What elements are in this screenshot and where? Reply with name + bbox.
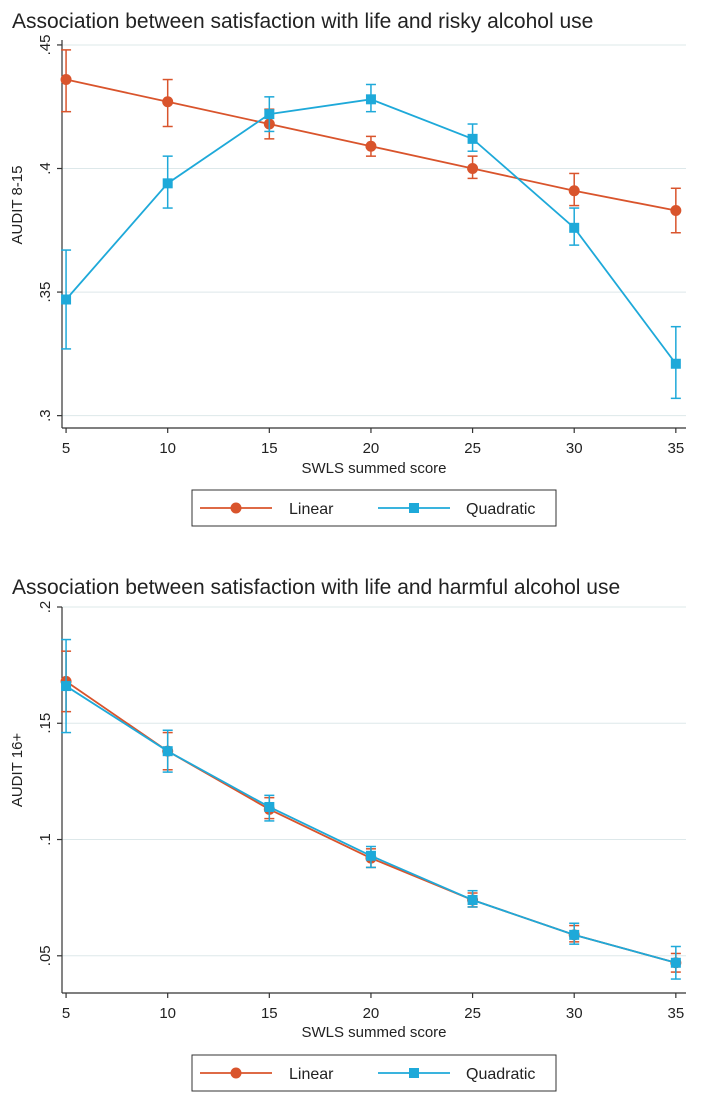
chart-risky-alcohol-use: Association between satisfaction with li… xyxy=(9,10,686,527)
data-point xyxy=(60,74,72,86)
data-point xyxy=(162,96,174,108)
legend-label-quadratic: Quadratic xyxy=(466,501,535,518)
y-axis-label: AUDIT 16+ xyxy=(9,733,26,808)
x-axis-label: SWLS summed score xyxy=(301,1024,446,1041)
data-point xyxy=(162,178,173,189)
data-point xyxy=(365,94,376,105)
series-linear xyxy=(60,650,682,973)
data-point xyxy=(61,294,72,305)
x-tick-label: 30 xyxy=(566,1005,583,1022)
x-tick-labels: 5 10 15 20 25 30 35 xyxy=(62,440,684,457)
series-line xyxy=(65,685,677,964)
x-axis-label: SWLS summed score xyxy=(301,460,446,477)
data-point xyxy=(365,850,376,861)
axes xyxy=(57,606,686,998)
data-point xyxy=(162,746,173,757)
y-tick-label: .3 xyxy=(37,409,54,422)
series-quadratic xyxy=(61,638,681,980)
chart-title: Association between satisfaction with li… xyxy=(12,576,620,599)
chart-title: Association between satisfaction with li… xyxy=(12,10,593,33)
y-tick-label: .15 xyxy=(37,713,54,734)
data-point xyxy=(61,681,72,692)
x-tick-label: 25 xyxy=(464,1005,481,1022)
series-quadratic xyxy=(61,83,681,400)
x-tick-label: 35 xyxy=(667,440,684,457)
y-tick-label: .35 xyxy=(37,282,54,303)
x-tick-label: 5 xyxy=(62,440,70,457)
x-tick-label: 35 xyxy=(667,1005,684,1022)
data-point xyxy=(264,109,275,120)
legend-label-quadratic: Quadratic xyxy=(466,1066,535,1083)
data-point xyxy=(467,133,478,144)
series-group xyxy=(60,49,682,400)
y-tick-label: .1 xyxy=(37,833,54,846)
legend: Linear Quadratic xyxy=(191,489,557,527)
data-point xyxy=(467,163,479,175)
data-point xyxy=(568,185,580,197)
data-point xyxy=(569,929,580,940)
legend-label-linear: Linear xyxy=(289,1066,334,1083)
data-point xyxy=(467,894,478,905)
x-tick-label: 25 xyxy=(464,440,481,457)
x-tick-label: 20 xyxy=(363,440,380,457)
y-tick-label: .45 xyxy=(37,35,54,56)
legend-label-linear: Linear xyxy=(289,501,334,518)
x-tick-label: 10 xyxy=(159,1005,176,1022)
chart-harmful-alcohol-use: Association between satisfaction with li… xyxy=(9,576,686,1092)
y-tick-label: .4 xyxy=(37,162,54,175)
series-linear xyxy=(60,49,682,234)
x-tick-label: 15 xyxy=(261,440,278,457)
legend-marker-linear xyxy=(230,1067,242,1079)
x-tick-label: 15 xyxy=(261,1005,278,1022)
y-tick-label: .05 xyxy=(37,945,54,966)
data-point xyxy=(569,222,580,233)
legend: Linear Quadratic xyxy=(191,1054,557,1092)
x-tick-labels: 5 10 15 20 25 30 35 xyxy=(62,1005,684,1022)
y-axis-label: AUDIT 8-15 xyxy=(9,166,26,245)
axes xyxy=(57,40,686,433)
legend-marker-quadratic xyxy=(409,1068,419,1078)
series-group xyxy=(60,638,682,980)
x-tick-label: 20 xyxy=(363,1005,380,1022)
x-tick-label: 30 xyxy=(566,440,583,457)
gridlines xyxy=(62,44,686,417)
legend-marker-linear xyxy=(230,502,242,514)
y-tick-label: .2 xyxy=(37,601,54,614)
data-point xyxy=(365,140,377,152)
data-point xyxy=(670,957,681,968)
y-tick-labels: .3 .35 .4 .45 xyxy=(37,35,54,422)
legend-marker-quadratic xyxy=(409,503,419,513)
data-point xyxy=(264,801,275,812)
data-point xyxy=(670,205,682,217)
x-tick-label: 5 xyxy=(62,1005,70,1022)
data-point xyxy=(670,358,681,369)
y-tick-labels: .05 .1 .15 .2 xyxy=(37,601,54,966)
x-tick-label: 10 xyxy=(159,440,176,457)
gridlines xyxy=(62,606,686,957)
